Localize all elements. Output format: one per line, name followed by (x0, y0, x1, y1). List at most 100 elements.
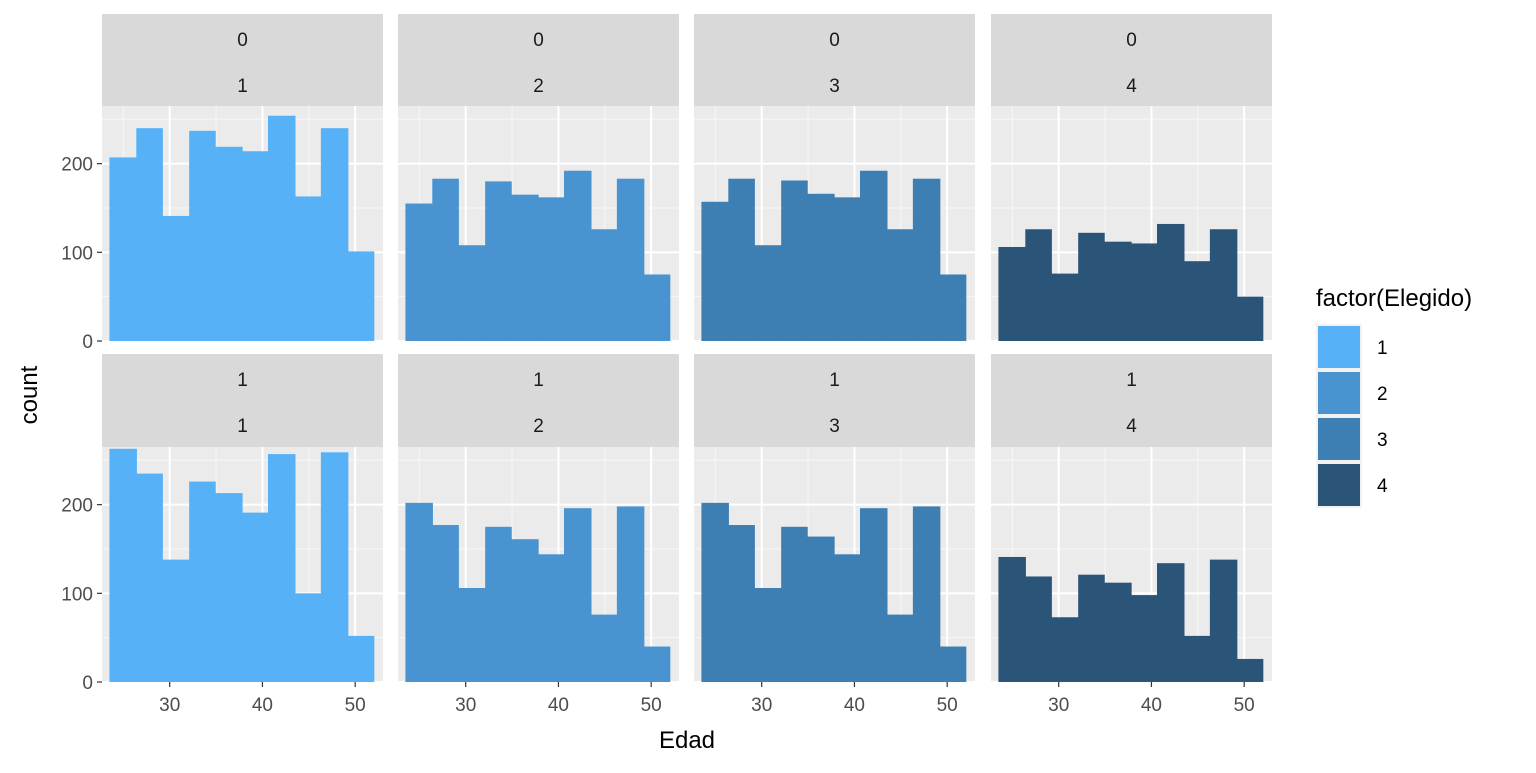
histogram-bar (1051, 617, 1079, 682)
histogram-bar (781, 526, 808, 682)
histogram-bar (294, 593, 322, 682)
histogram-bar (912, 178, 941, 341)
histogram-bar (728, 525, 755, 682)
x-tick-label: 30 (1048, 695, 1069, 716)
facet-strip (102, 14, 383, 106)
y-tick-label: 100 (61, 584, 93, 605)
histogram-bar (1183, 261, 1211, 341)
facet-strip (694, 14, 975, 106)
legend-title: factor(Elegido) (1316, 285, 1472, 312)
histogram-bar (701, 201, 729, 341)
strip-label-bottom: 2 (533, 76, 544, 97)
y-tick-label: 0 (82, 673, 93, 694)
legend-label: 1 (1377, 338, 1388, 359)
histogram-bar (1104, 241, 1132, 341)
strip-label-bottom: 3 (829, 76, 840, 97)
y-tick-label: 200 (61, 155, 93, 176)
facet-strip (398, 14, 679, 106)
histogram-bar (162, 215, 190, 341)
histogram-bar (1104, 582, 1132, 682)
strip-label-top: 0 (1126, 30, 1137, 51)
histogram-bar (1025, 229, 1052, 341)
y-tick-label: 100 (61, 243, 93, 264)
x-tick-label: 40 (844, 695, 865, 716)
histogram-bar (728, 178, 755, 341)
x-tick-label: 40 (252, 695, 273, 716)
histogram-bar (754, 588, 782, 682)
legend-label: 3 (1377, 430, 1388, 451)
histogram-bar (242, 512, 269, 682)
histogram-bar (109, 157, 137, 341)
histogram-bar (860, 170, 888, 341)
histogram-bar (1025, 576, 1052, 682)
x-tick-label: 50 (937, 695, 958, 716)
histogram-bar (886, 229, 914, 341)
histogram-bar (485, 526, 512, 682)
histogram-bar (754, 245, 782, 341)
histogram-bar (590, 229, 618, 341)
x-tick-label: 40 (548, 695, 569, 716)
y-tick-label: 0 (82, 332, 93, 353)
histogram-bar (564, 170, 592, 341)
strip-label-bottom: 1 (237, 416, 248, 437)
x-axis-title: Edad (659, 727, 715, 754)
x-tick-label: 30 (159, 695, 180, 716)
facet-strip (398, 354, 679, 447)
x-tick-label: 50 (641, 695, 662, 716)
histogram-bar (189, 130, 216, 341)
legend-swatch (1318, 326, 1360, 368)
histogram-bar (162, 559, 190, 682)
histogram-bar (807, 193, 835, 341)
histogram-bar (616, 506, 645, 682)
histogram-bar (834, 197, 861, 341)
histogram-bar (458, 245, 486, 341)
histogram-bar (1078, 232, 1105, 341)
y-axis-title: count (16, 365, 43, 424)
histogram-bar (781, 180, 808, 341)
strip-label-top: 0 (237, 30, 248, 51)
legend-swatch (1318, 464, 1360, 506)
histogram-bar (1131, 595, 1158, 682)
histogram-bar (1183, 635, 1211, 682)
histogram-bar (1236, 658, 1264, 682)
histogram-bar (701, 502, 729, 682)
x-tick-label: 40 (1141, 695, 1162, 716)
histogram-bar (215, 146, 243, 341)
histogram-bar (405, 203, 433, 341)
facet-strip (694, 354, 975, 447)
histogram-bar (912, 506, 941, 682)
histogram-bar (432, 178, 459, 341)
legend-swatch (1318, 418, 1360, 460)
histogram-bar (1051, 273, 1079, 341)
histogram-bar (405, 502, 433, 682)
strip-label-top: 1 (1126, 370, 1137, 391)
histogram-bar (939, 646, 967, 682)
histogram-bar (215, 493, 243, 682)
histogram-bar (268, 115, 296, 341)
histogram-bar (538, 197, 565, 341)
histogram-bar (1209, 229, 1238, 341)
histogram-bar (189, 481, 216, 682)
histogram-bar (136, 473, 163, 682)
histogram-bar (643, 646, 671, 682)
histogram-bar (458, 588, 486, 682)
strip-label-bottom: 1 (237, 76, 248, 97)
legend-label: 2 (1377, 384, 1388, 405)
histogram-bar (564, 508, 592, 682)
histogram-bar (1209, 559, 1238, 682)
histogram-bar (643, 274, 671, 341)
strip-label-bottom: 3 (829, 416, 840, 437)
histogram-bar (1078, 574, 1105, 682)
histogram-bar (834, 554, 861, 682)
strip-label-top: 1 (829, 370, 840, 391)
strip-label-bottom: 2 (533, 416, 544, 437)
histogram-bar (538, 554, 565, 682)
x-tick-label: 30 (751, 695, 772, 716)
histogram-bar (268, 454, 296, 682)
histogram-bar (511, 194, 539, 341)
histogram-bar (294, 196, 322, 341)
histogram-bar (616, 178, 645, 341)
facet-strip (102, 354, 383, 447)
